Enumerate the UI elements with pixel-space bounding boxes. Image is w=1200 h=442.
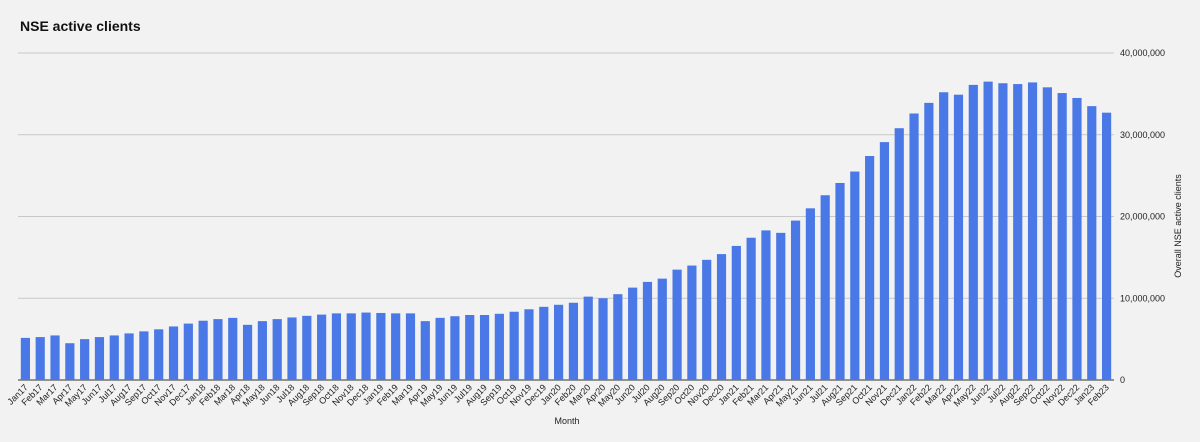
bar <box>702 259 712 380</box>
bar <box>109 335 119 380</box>
bar <box>761 230 771 380</box>
bar <box>361 312 371 380</box>
bar <box>479 315 490 380</box>
bar <box>865 156 875 380</box>
bar <box>435 317 445 380</box>
bar <box>939 92 949 381</box>
y-tick-label: 10,000,000 <box>1120 293 1165 303</box>
bar <box>80 339 90 380</box>
bar <box>539 306 549 380</box>
bar <box>568 302 578 380</box>
bar <box>391 313 401 380</box>
bar <box>35 337 45 380</box>
bar <box>1027 82 1038 381</box>
bar <box>346 313 356 380</box>
bar <box>953 94 964 380</box>
bar <box>924 102 934 381</box>
bar <box>257 321 267 380</box>
bar <box>657 278 667 380</box>
x-axis-label: Month <box>554 416 579 426</box>
bar <box>642 281 653 380</box>
bar <box>420 321 430 380</box>
chart-title: NSE active clients <box>20 18 141 34</box>
bar <box>376 312 386 380</box>
bar <box>65 343 75 380</box>
bar <box>50 335 60 380</box>
bar <box>94 337 105 380</box>
bar <box>242 324 253 380</box>
bar <box>331 313 342 380</box>
bar <box>168 326 179 380</box>
bar <box>598 298 608 380</box>
bar <box>317 314 327 380</box>
bar <box>1013 84 1023 380</box>
bar <box>746 237 756 380</box>
bar <box>835 182 845 380</box>
bar <box>287 317 297 380</box>
bar <box>1072 97 1082 381</box>
bar <box>465 315 475 380</box>
bar <box>879 142 890 380</box>
bar <box>272 319 282 380</box>
bar <box>154 329 164 380</box>
bar <box>790 220 801 380</box>
y-tick-label: 40,000,000 <box>1120 48 1165 58</box>
bar <box>20 337 30 380</box>
bar <box>494 313 504 380</box>
bar <box>850 171 860 380</box>
bar <box>613 294 623 380</box>
bar <box>628 287 638 380</box>
bar <box>805 208 815 380</box>
gridlines <box>18 52 1114 381</box>
bar <box>228 317 238 380</box>
bar <box>776 232 786 380</box>
bar <box>405 313 416 380</box>
bar <box>820 195 830 380</box>
bar <box>124 333 134 380</box>
bar <box>198 320 208 380</box>
y-tick-label: 30,000,000 <box>1120 130 1165 140</box>
bars <box>20 81 1112 381</box>
bar <box>509 311 519 380</box>
bar <box>1102 112 1112 381</box>
bar <box>687 265 697 380</box>
bar <box>450 316 460 380</box>
bar <box>554 304 564 380</box>
y-tick-label: 20,000,000 <box>1120 212 1165 222</box>
bar <box>998 83 1008 380</box>
bar <box>1042 87 1052 381</box>
bar <box>716 254 727 380</box>
bar <box>672 269 682 380</box>
y-axis-label: Overall NSE active clients <box>1173 174 1183 278</box>
bar <box>213 319 223 380</box>
bar <box>983 81 993 381</box>
bar <box>1087 106 1097 380</box>
bar <box>909 113 919 381</box>
bar <box>139 331 149 380</box>
bar <box>183 323 193 380</box>
bar <box>583 296 593 380</box>
bar <box>524 309 534 380</box>
bar <box>302 315 312 380</box>
y-axis-ticks: 0 10,000,000 20,000,000 30,000,000 40,000,00… <box>1120 48 1165 385</box>
x-axis-ticks: Jan17Feb17Mar17Apr17May17Jun17Jul17Aug17… <box>5 382 1111 408</box>
bar <box>731 245 741 380</box>
bar <box>968 84 978 380</box>
y-tick-label: 0 <box>1120 375 1125 385</box>
bar <box>1057 93 1067 381</box>
bar <box>894 128 904 380</box>
